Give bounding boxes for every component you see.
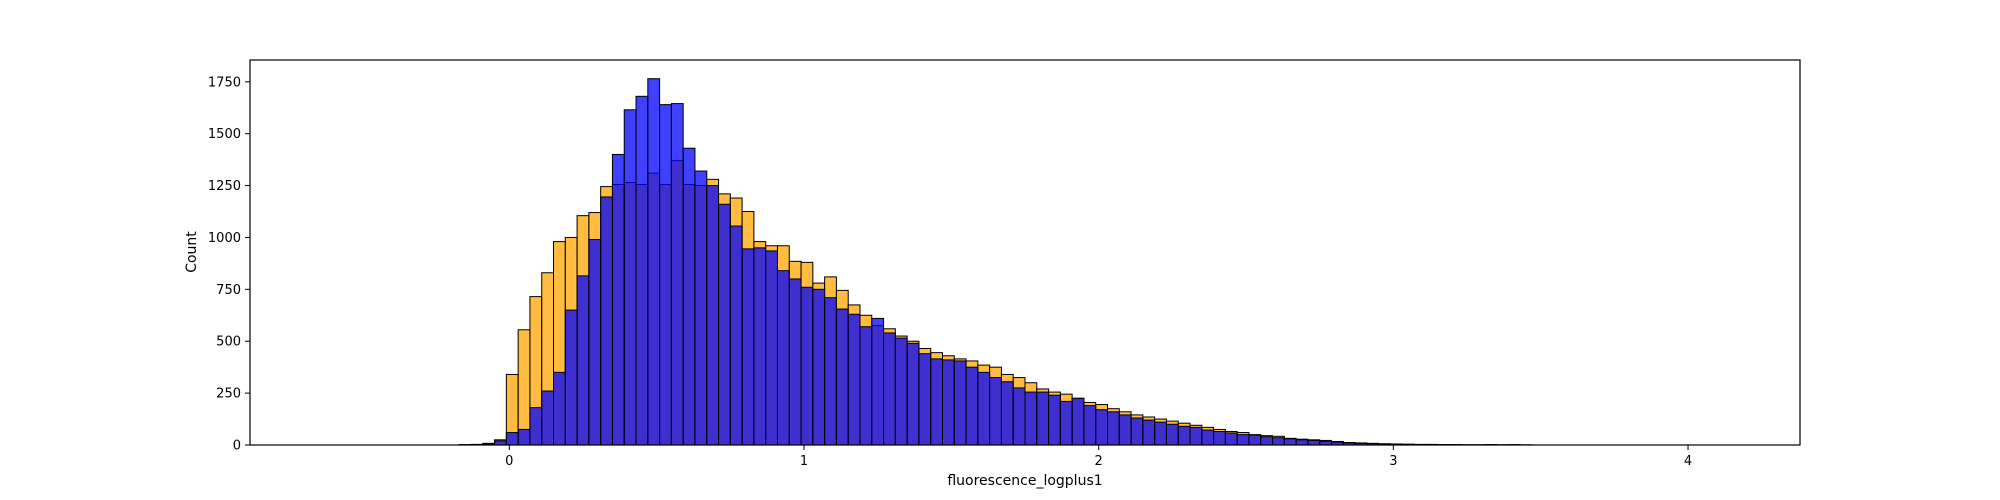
histogram-bar [871, 317, 885, 446]
histogram-bar [517, 428, 531, 446]
histogram-bar [1283, 438, 1297, 446]
x-tick-label: 3 [1389, 454, 1397, 469]
histogram-bar [1048, 394, 1061, 446]
histogram-bar [977, 371, 991, 446]
histogram-bar [1201, 429, 1215, 446]
histogram-bar [635, 95, 649, 446]
plot-frame [249, 59, 1801, 446]
histogram-bar [1272, 437, 1285, 446]
histogram-bar [1295, 439, 1309, 446]
histogram-bar [517, 329, 531, 446]
histogram-bar [1213, 431, 1226, 446]
histogram-bar [1036, 391, 1050, 446]
histogram-bar [505, 432, 519, 446]
x-tick-label: 4 [1684, 454, 1692, 469]
histogram-bar [918, 353, 932, 446]
y-tick-label: 0 [233, 439, 241, 454]
histogram-bar [1000, 381, 1014, 446]
histogram-bar [1012, 387, 1026, 446]
histogram-bar [906, 342, 920, 446]
y-axis: 0 250 500 750 1000 1250 1500 1750 [208, 75, 250, 454]
histogram-bar [1107, 411, 1120, 446]
histogram-bar [765, 250, 778, 446]
x-axis-label: fluorescence_logplus1 [947, 473, 1102, 489]
histogram-bar [1071, 397, 1085, 446]
histogram-bar [694, 170, 708, 446]
histogram-bar [1024, 391, 1038, 446]
histogram-bar [553, 371, 566, 446]
histogram-bar [800, 286, 814, 446]
histogram-bar [611, 153, 625, 446]
x-tick-label: 1 [800, 454, 808, 469]
histogram-bar [494, 440, 507, 446]
y-tick-label: 1500 [208, 127, 241, 142]
histogram-bar [894, 337, 908, 446]
histogram-bar [776, 270, 790, 446]
histogram-bar [647, 78, 661, 446]
histogram-bar [588, 239, 602, 446]
histogram-bar [623, 109, 637, 446]
histogram-bar [847, 313, 861, 446]
histogram-bar [1248, 434, 1262, 446]
histogram-bar [600, 196, 613, 446]
histogram-bar [883, 332, 896, 446]
histogram-bar [1260, 436, 1274, 446]
histogram-bar [1177, 425, 1191, 446]
y-tick-label: 1250 [208, 179, 241, 194]
histogram-bar [1154, 421, 1167, 446]
histogram-bar [941, 359, 955, 446]
x-axis: 0 1 2 3 4 [505, 445, 1692, 469]
histogram-bar [529, 407, 543, 446]
y-axis-label: Count [184, 231, 200, 273]
histogram-bar [989, 377, 1002, 446]
histogram-bar [729, 225, 743, 446]
histogram-bar [835, 308, 849, 446]
histogram-bar [1189, 426, 1203, 446]
histogram-bar [718, 203, 731, 446]
histogram-bar [1059, 400, 1073, 446]
x-tick-label: 0 [505, 454, 513, 469]
histogram-bar [953, 360, 967, 446]
histogram-bar [1118, 414, 1132, 446]
histogram-bar [741, 248, 755, 446]
histogram-bar [788, 278, 802, 446]
histogram-bar [564, 309, 578, 446]
y-tick-label: 750 [216, 283, 241, 298]
histogram-bar [812, 288, 826, 446]
histogram-bar [576, 275, 590, 446]
histogram-bar [1236, 434, 1250, 446]
x-tick-label: 2 [1095, 454, 1103, 469]
y-tick-label: 1000 [208, 231, 241, 246]
histogram-bar [753, 247, 767, 446]
histogram-bar [1142, 419, 1156, 446]
histogram-bar [1224, 432, 1238, 446]
histogram-bar [1130, 417, 1144, 446]
y-tick-label: 500 [216, 335, 241, 350]
histogram-bar [859, 326, 873, 446]
y-tick-label: 1750 [208, 75, 241, 90]
y-tick-label: 250 [216, 387, 241, 402]
histogram-bar [706, 185, 720, 446]
histogram-bar [930, 358, 943, 446]
histogram-bar [1307, 439, 1321, 446]
histogram-bar [1165, 423, 1179, 446]
histogram-bar [682, 147, 696, 446]
histogram-bar [541, 390, 555, 446]
histogram-bar [965, 366, 979, 446]
histogram-bar [824, 297, 837, 446]
histogram-bar [1095, 409, 1109, 446]
histogram-bar [670, 103, 684, 446]
histogram-bar [1083, 405, 1097, 446]
histogram-bar [659, 104, 672, 446]
